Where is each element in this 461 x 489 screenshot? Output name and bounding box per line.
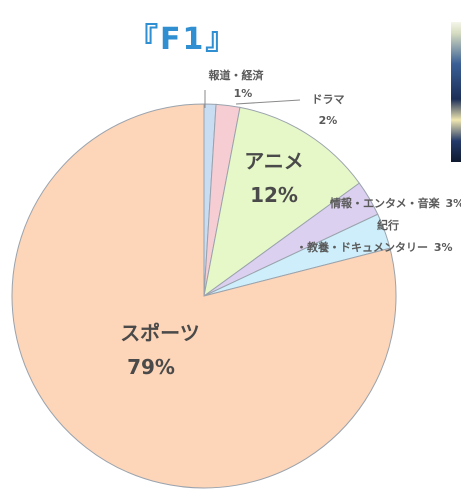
slice-value-sports: 79% [127, 355, 175, 379]
leader-line-drama [235, 99, 301, 105]
leader-lines [204, 90, 351, 204]
chart-title: 『F1』 [128, 22, 238, 57]
slice-label-travel-line1: 紀行 [377, 218, 399, 232]
slice-label-info: 情報・エンタメ・音楽 3% [330, 196, 461, 210]
slice-value-anime: 12% [250, 183, 298, 207]
slice-value-drama: 2% [319, 114, 338, 127]
pie-slices [11, 103, 397, 489]
cropped-thumbnail-image [451, 22, 461, 162]
slice-label-drama: ドラマ [312, 93, 345, 106]
pie-slice-anime [203, 106, 361, 298]
slice-value-news: 1% [234, 87, 253, 100]
leader-line-info [329, 196, 351, 204]
slice-label-travel-line2: ・教養・ドキュメンタリー 3% [296, 240, 453, 254]
slice-label-news: 報道・経済 [209, 68, 265, 82]
pie-slice-sports [11, 103, 397, 489]
slice-label-anime: アニメ [244, 149, 304, 173]
slice-label-sports: スポーツ [120, 321, 200, 345]
